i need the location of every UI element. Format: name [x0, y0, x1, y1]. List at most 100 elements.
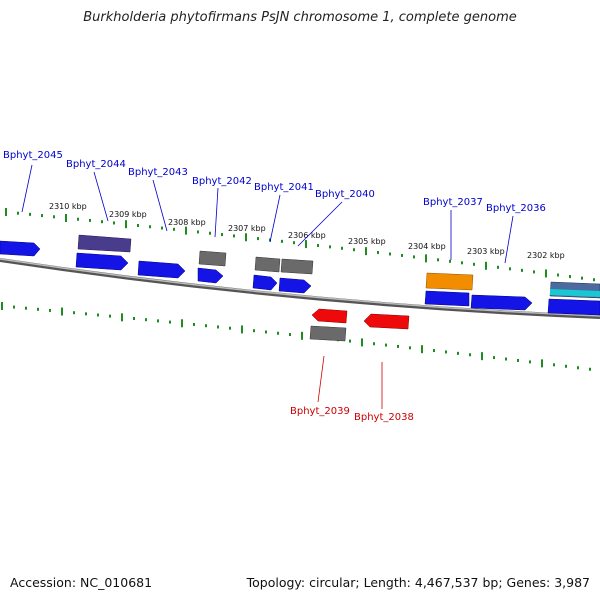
major-tick	[245, 233, 247, 242]
gene-arrow[interactable]	[252, 274, 278, 291]
gene-label[interactable]: Bphyt_2039	[290, 406, 350, 417]
minor-tick	[281, 239, 283, 243]
minor-tick	[89, 218, 91, 222]
kbp-label: 2308 kbp	[168, 218, 206, 227]
minor-tick	[341, 246, 343, 250]
minor-tick	[353, 248, 355, 252]
gene-arrow[interactable]	[0, 240, 41, 257]
gene-block[interactable]	[280, 258, 314, 275]
minor-tick	[17, 211, 19, 215]
minor-tick	[277, 331, 279, 335]
gene-block[interactable]	[425, 272, 474, 291]
minor-tick	[401, 253, 403, 257]
minor-tick	[221, 233, 223, 237]
minor-tick	[133, 316, 135, 320]
gene-arrow[interactable]	[197, 267, 224, 284]
minor-tick	[253, 329, 255, 333]
minor-tick	[217, 325, 219, 329]
major-tick	[121, 313, 123, 322]
map-title: Burkholderia phytofirmans PsJN chromosom…	[83, 10, 517, 25]
gene-arrow[interactable]	[137, 260, 186, 279]
chromosome-backbone	[0, 258, 600, 319]
minor-tick	[317, 243, 319, 247]
minor-tick	[377, 251, 379, 255]
gene-arrow[interactable]	[311, 308, 348, 324]
minor-tick	[373, 342, 375, 346]
minor-tick	[149, 225, 151, 229]
minor-tick	[385, 343, 387, 347]
minor-tick	[329, 245, 331, 249]
minor-tick	[233, 234, 235, 238]
major-tick	[1, 302, 3, 310]
gene-label[interactable]: Bphyt_2044	[66, 159, 126, 170]
minor-tick	[397, 344, 399, 348]
gene-label[interactable]: Bphyt_2043	[128, 167, 188, 178]
gene-arrow[interactable]	[75, 252, 129, 271]
minor-tick	[349, 339, 351, 343]
gene-label[interactable]: Bphyt_2045	[3, 150, 63, 161]
minor-tick	[41, 214, 43, 218]
minor-tick	[533, 270, 535, 274]
minor-tick	[517, 358, 519, 362]
kbp-labels: 2310 kbp 2309 kbp 2308 kbp 2307 kbp 2306…	[49, 202, 565, 260]
gene-label[interactable]: Bphyt_2038	[354, 412, 414, 423]
kbp-label: 2309 kbp	[109, 210, 147, 219]
gene-arrow[interactable]	[278, 277, 312, 294]
minor-tick	[509, 267, 511, 271]
minor-tick	[469, 353, 471, 357]
major-tick	[361, 338, 363, 347]
minor-tick	[557, 273, 559, 277]
minor-tick	[493, 356, 495, 360]
minor-tick	[445, 350, 447, 354]
minor-tick	[409, 346, 411, 350]
minor-tick	[589, 367, 591, 371]
gene-arrow[interactable]	[363, 313, 410, 330]
gene-label[interactable]: Bphyt_2042	[192, 176, 252, 187]
gene-label[interactable]: Bphyt_2040	[315, 189, 375, 200]
accession-text: Accession: NC_010681	[10, 575, 153, 590]
kbp-label: 2302 kbp	[527, 251, 565, 260]
major-tick	[65, 214, 67, 223]
gene-block[interactable]	[424, 290, 470, 307]
major-tick	[541, 359, 543, 368]
major-tick	[425, 254, 427, 263]
minor-tick	[457, 351, 459, 355]
minor-tick	[205, 324, 207, 328]
minor-tick	[109, 314, 111, 318]
minor-tick	[389, 252, 391, 256]
minor-tick	[101, 220, 103, 224]
minor-tick	[433, 349, 435, 353]
major-tick	[61, 307, 63, 316]
gene-label[interactable]: Bphyt_2041	[254, 182, 314, 193]
minor-tick	[505, 357, 507, 361]
minor-tick	[529, 360, 531, 364]
minor-tick	[593, 278, 595, 282]
gene-block[interactable]	[198, 250, 227, 267]
major-tick	[365, 247, 367, 256]
minor-tick	[265, 330, 267, 334]
gene-block[interactable]	[254, 256, 281, 273]
major-tick	[301, 331, 303, 340]
major-tick	[545, 269, 547, 278]
minor-tick	[137, 223, 139, 227]
gene-labels: Bphyt_2045 Bphyt_2044 Bphyt_2043 Bphyt_2…	[3, 150, 546, 423]
minor-tick	[449, 259, 451, 263]
reverse-genes	[309, 308, 410, 342]
gene-label[interactable]: Bphyt_2037	[423, 197, 483, 208]
minor-tick	[413, 255, 415, 259]
gene-label[interactable]: Bphyt_2036	[486, 203, 546, 214]
kbp-label: 2306 kbp	[288, 231, 326, 240]
gene-block[interactable]	[547, 298, 600, 316]
minor-tick	[229, 326, 231, 330]
minor-tick	[113, 221, 115, 225]
major-tick	[241, 325, 243, 334]
gene-block[interactable]	[309, 325, 347, 342]
gene-block[interactable]	[550, 289, 600, 297]
gene-arrow[interactable]	[470, 294, 533, 311]
minor-tick	[569, 275, 571, 279]
minor-tick	[497, 265, 499, 269]
upper-tick-track	[5, 208, 595, 282]
minor-tick	[29, 212, 31, 216]
minor-tick	[169, 320, 171, 324]
gene-block[interactable]	[77, 234, 132, 253]
